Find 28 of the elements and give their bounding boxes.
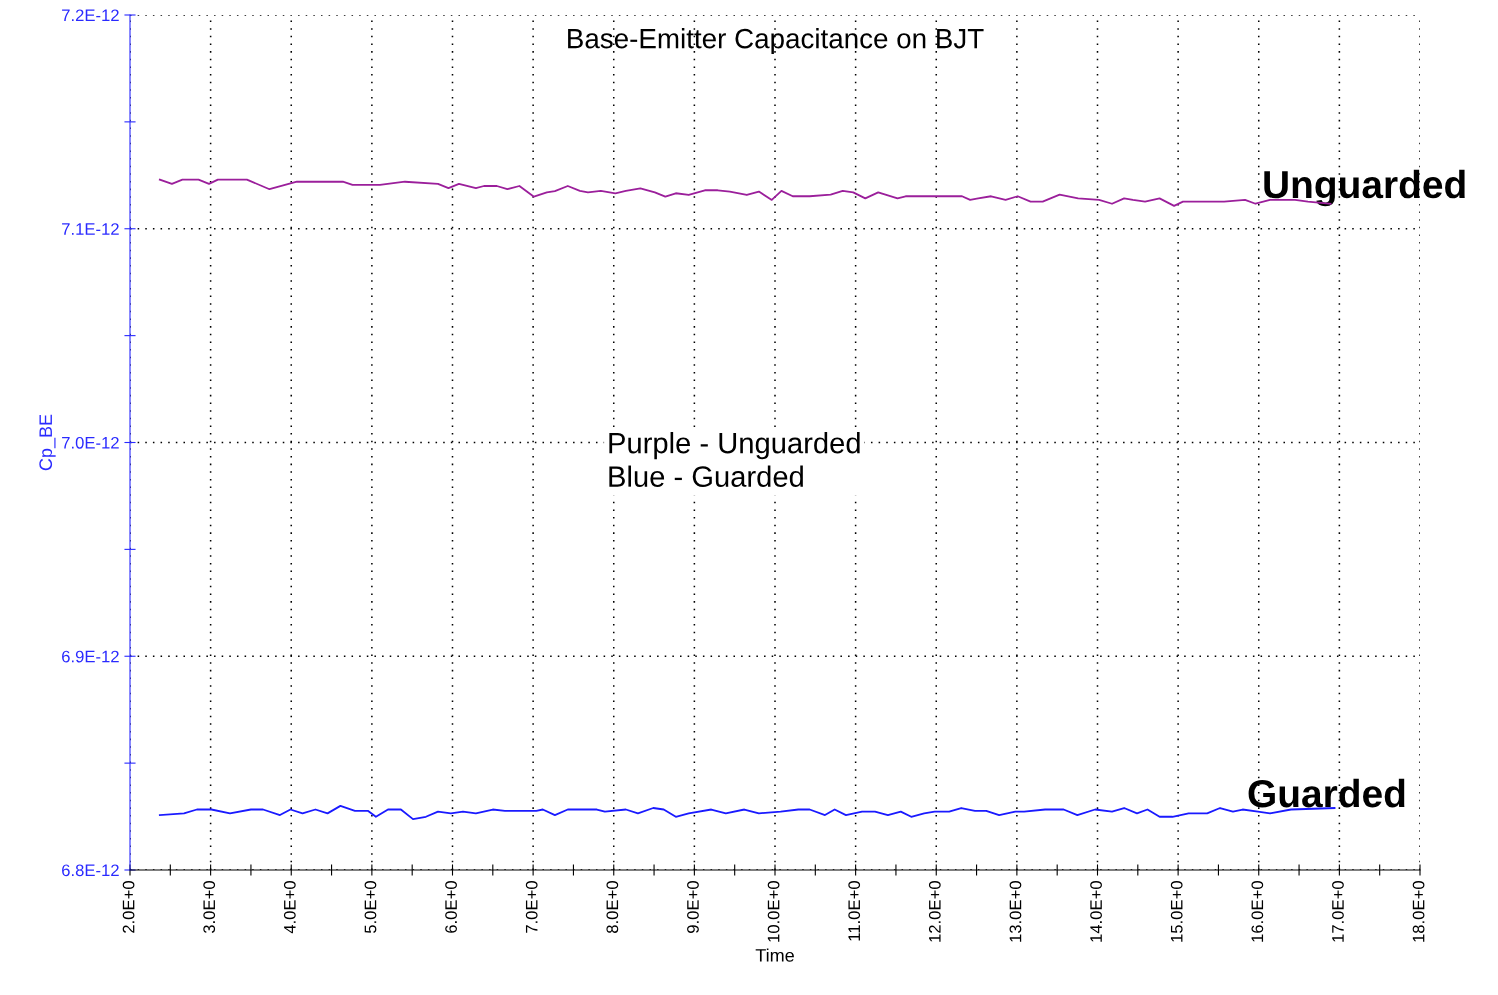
- y-axis-title: Cp_BE: [39, 414, 56, 471]
- x-axis-title: Time: [755, 948, 794, 962]
- x-tick-label: 7.0E+0: [525, 881, 538, 933]
- y-tick-label: 7.2E-12: [62, 9, 119, 22]
- y-tick-label: 6.9E-12: [62, 650, 119, 663]
- x-tick-label: 18.0E+0: [1412, 881, 1425, 942]
- y-tick-label: 7.1E-12: [62, 223, 119, 235]
- x-tick-label: 3.0E+0: [203, 881, 216, 934]
- x-tick-label: 14.0E+0: [1090, 881, 1102, 942]
- x-tick-label: 13.0E+0: [1009, 881, 1022, 942]
- annotation: Guarded: [1248, 778, 1405, 808]
- x-tick-label: 5.0E+0: [364, 881, 377, 934]
- x-tick-label: 11.0E+0: [848, 881, 861, 941]
- x-tick-label: 2.0E+0: [122, 881, 135, 933]
- y-tick-label: 6.8E-12: [62, 864, 119, 877]
- y-tick-label: 7.0E-12: [62, 436, 119, 449]
- annotation: Purple - Unguarded Blue - Guarded: [609, 432, 860, 487]
- x-tick-label: 6.0E+0: [445, 881, 457, 933]
- x-tick-label: 15.0E+0: [1170, 881, 1183, 942]
- x-tick-label: 8.0E+0: [606, 881, 619, 933]
- x-tick-label: 9.0E+0: [687, 881, 699, 933]
- annotation: Unguarded: [1264, 169, 1465, 207]
- x-tick-label: 16.0E+0: [1251, 881, 1264, 942]
- chart-title: Base-Emitter Capacitance on BJT: [568, 28, 984, 54]
- x-tick-label: 4.0E+0: [283, 881, 296, 934]
- x-tick-label: 10.0E+0: [767, 881, 780, 942]
- x-tick-label: 17.0E+0: [1332, 881, 1344, 942]
- x-tick-label: 12.0E+0: [928, 881, 941, 942]
